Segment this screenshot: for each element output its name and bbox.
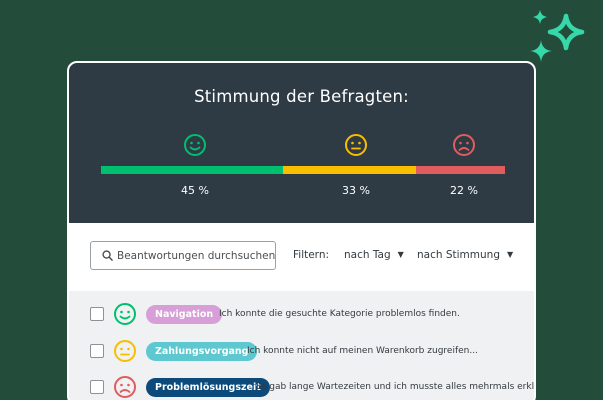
mood-filter-dropdown[interactable]: nach Stimmung ▼ <box>417 249 513 261</box>
neutral-percent: 33 % <box>342 184 370 197</box>
tag-badge[interactable]: Zahlungsvorgang <box>146 342 258 361</box>
neutral-face-icon <box>114 340 136 362</box>
row-checkbox[interactable] <box>90 307 104 321</box>
list-item: Zahlungsvorgang Ich konnte nicht auf mei… <box>69 336 534 366</box>
search-icon <box>102 250 113 261</box>
positive-percent: 45 % <box>181 184 209 197</box>
negative-percent: 22 % <box>450 184 478 197</box>
caret-down-icon: ▼ <box>397 250 404 259</box>
list-item: Navigation Ich konnte die gesuchte Kateg… <box>69 299 534 329</box>
caret-down-icon: ▼ <box>507 250 514 259</box>
tag-badge[interactable]: Problemlösungszeit <box>146 378 270 397</box>
page-title: Stimmung der Befragten: <box>194 87 409 106</box>
search-box[interactable] <box>90 241 276 270</box>
happy-face-icon <box>184 134 206 156</box>
sad-face-icon <box>114 376 136 398</box>
response-text: Es gab lange Wartezeiten und ich musste … <box>256 382 536 392</box>
negative-sentiment-bar <box>416 166 505 174</box>
neutral-face-icon <box>345 134 367 156</box>
sparkles-icon <box>530 10 585 62</box>
tag-filter-dropdown[interactable]: nach Tag ▼ <box>344 249 404 261</box>
response-list: Navigation Ich konnte die gesuchte Kateg… <box>69 291 534 400</box>
positive-sentiment-bar <box>101 166 283 174</box>
happy-face-icon <box>114 303 136 325</box>
neutral-sentiment-bar <box>282 166 417 174</box>
mood-filter-label: nach Stimmung <box>417 249 500 261</box>
list-item: Problemlösungszeit Es gab lange Wartezei… <box>69 372 534 400</box>
response-text: Ich konnte die gesuchte Kategorie proble… <box>219 309 460 319</box>
sentiment-summary-panel: Stimmung der Befragten: 45 % 33 % 22 % <box>69 63 534 223</box>
filter-toolbar: Filtern: nach Tag ▼ nach Stimmung ▼ <box>69 223 534 291</box>
row-checkbox[interactable] <box>90 344 104 358</box>
response-text: Ich konnte nicht auf meinen Warenkorb zu… <box>247 346 478 356</box>
sentiment-card: Stimmung der Befragten: 45 % 33 % 22 % <box>67 61 536 400</box>
row-checkbox[interactable] <box>90 380 104 394</box>
tag-badge[interactable]: Navigation <box>146 305 223 324</box>
sad-face-icon <box>453 134 475 156</box>
filter-label: Filtern: <box>293 249 330 261</box>
search-input[interactable] <box>117 242 275 269</box>
tag-filter-label: nach Tag <box>344 249 391 261</box>
